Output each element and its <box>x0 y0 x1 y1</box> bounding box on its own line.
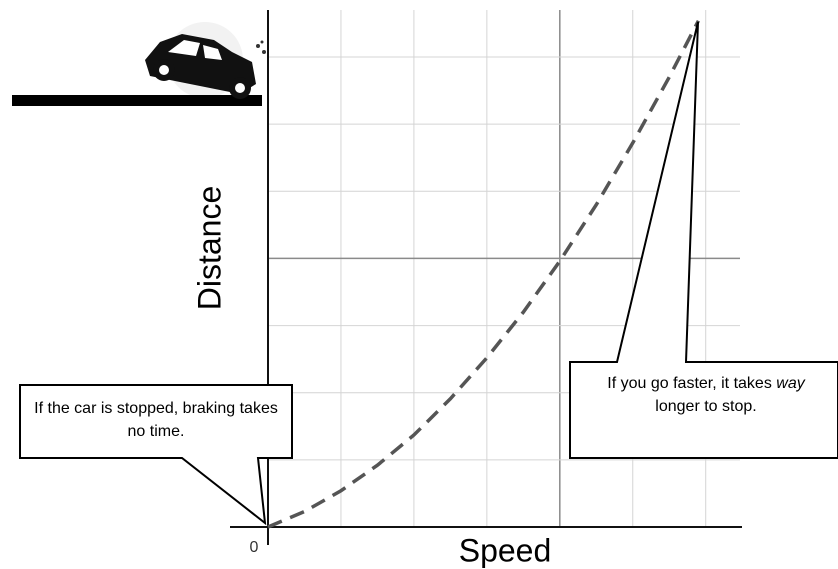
callout-text: If you go faster, it takes <box>607 375 776 392</box>
x-axis-title: Speed <box>459 532 552 568</box>
y-axis-title: Distance <box>191 186 227 311</box>
chart: Distance Speed 0 <box>0 0 838 569</box>
callout-right-text: If you go faster, it takes way longer to… <box>590 372 822 418</box>
page: {"chart_data": {"type": "line", "x_label… <box>0 0 838 569</box>
callout-emphasis: way <box>776 375 804 392</box>
x-tick-label: 0 <box>250 539 259 556</box>
callout-left-text: If the car is stopped, braking takes no … <box>28 397 284 443</box>
car-illustration <box>12 22 266 106</box>
callout-text: longer to stop. <box>655 398 756 415</box>
